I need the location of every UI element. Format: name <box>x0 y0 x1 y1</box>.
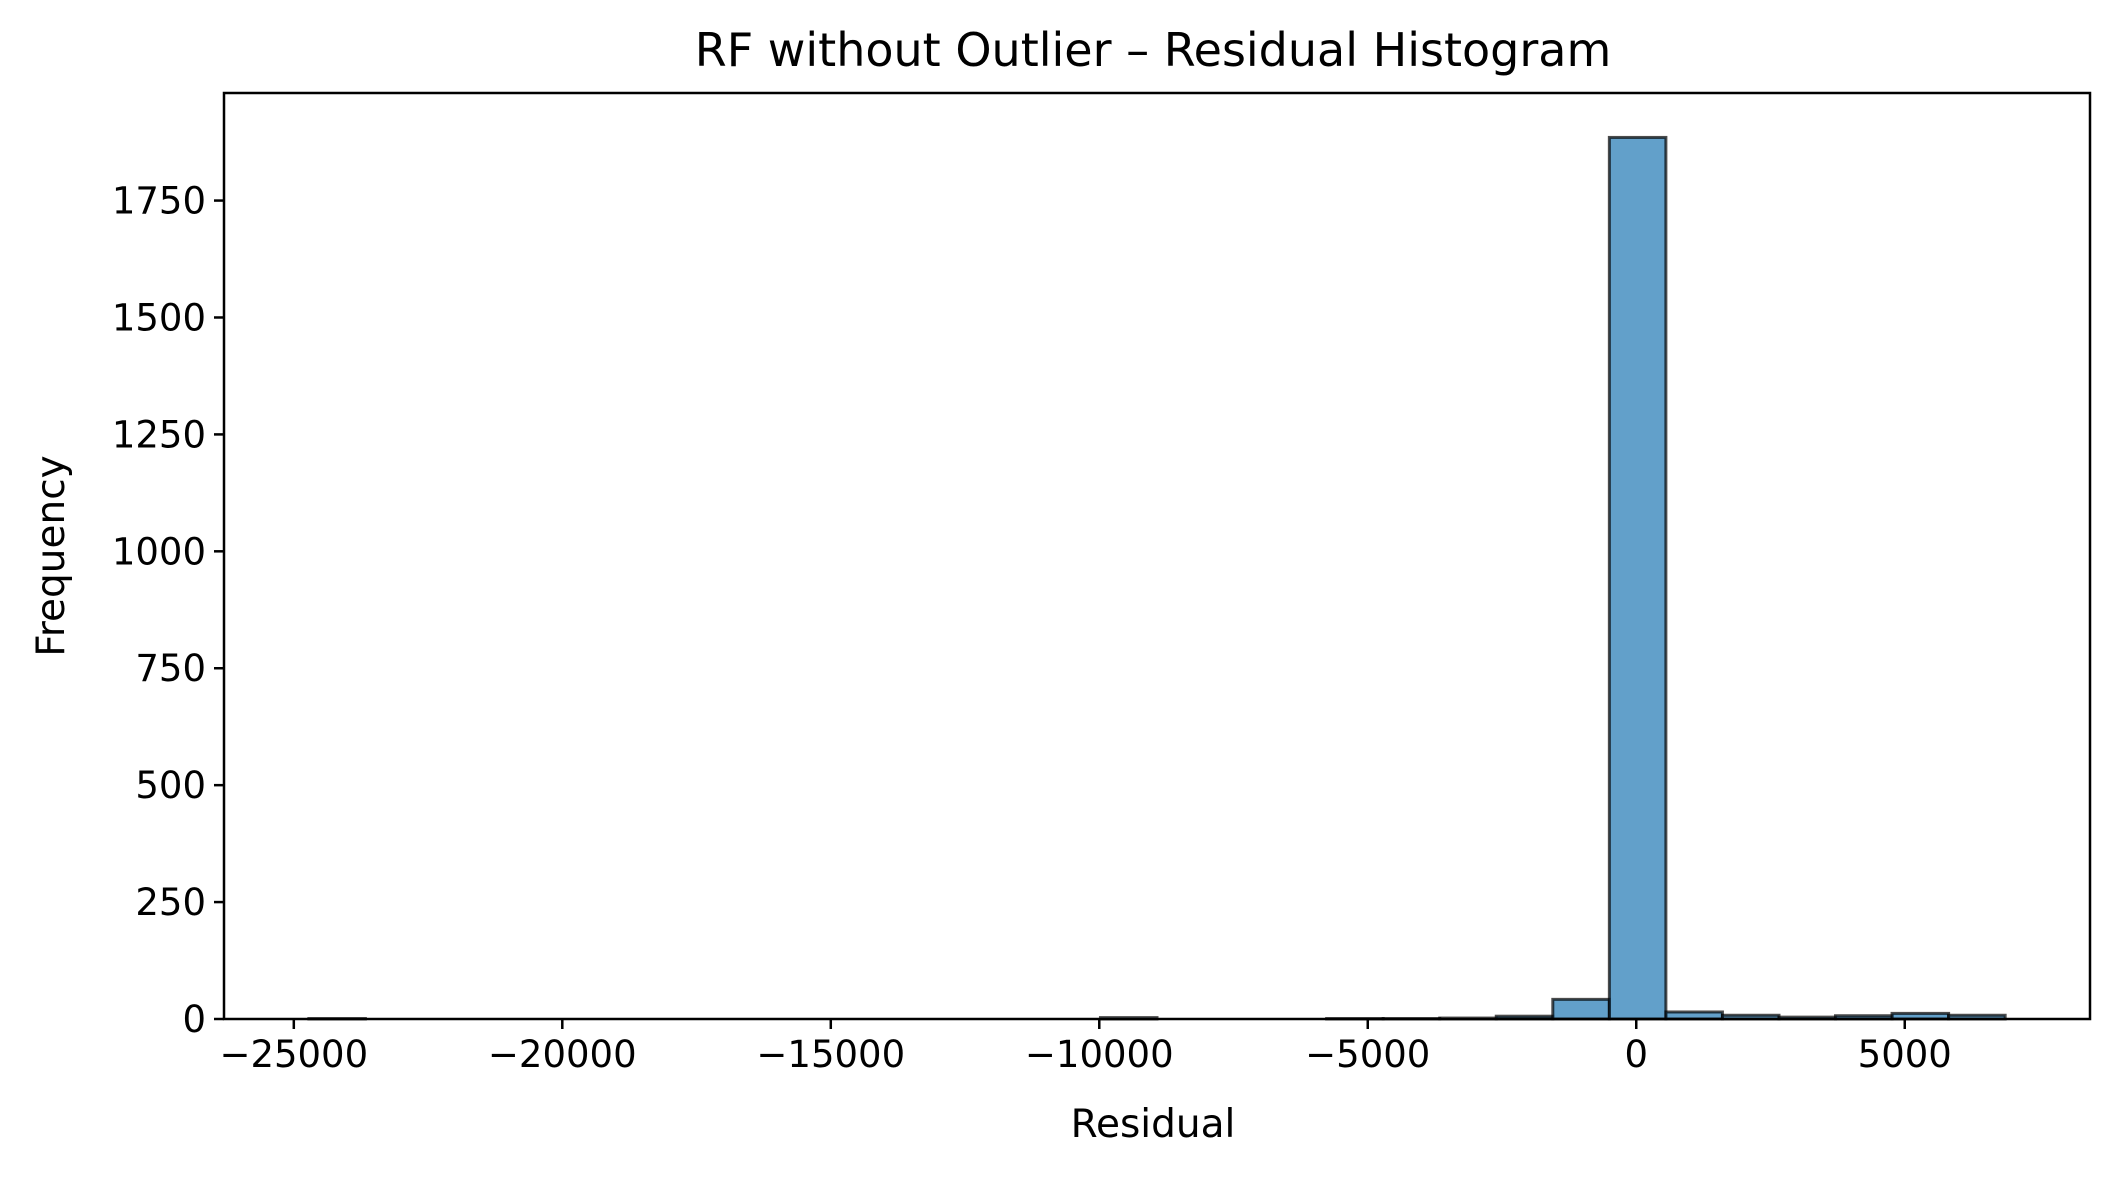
y-tick-label: 1250 <box>112 413 206 456</box>
plot-frame <box>224 93 2090 1019</box>
y-tick-label: 1750 <box>112 180 206 223</box>
x-tick-label: −25000 <box>219 1033 368 1076</box>
chart-title: RF without Outlier – Residual Histogram <box>695 23 1612 77</box>
x-tick-label: 0 <box>1624 1033 1648 1076</box>
x-tick-label: −5000 <box>1305 1033 1430 1076</box>
histogram-bar <box>1609 137 1666 1019</box>
x-tick-label: −15000 <box>756 1033 905 1076</box>
y-axis-ticks: 0 250 500 750 1000 1250 1500 1750 <box>112 180 224 1041</box>
y-tick-label: 1500 <box>112 296 206 339</box>
y-tick-label: 0 <box>182 998 206 1041</box>
y-axis-label: Frequency <box>29 455 74 656</box>
x-axis-ticks: −25000 −20000 −15000 −10000 −5000 0 5000 <box>219 1019 1951 1076</box>
x-tick-label: −10000 <box>1025 1033 1174 1076</box>
bars-group <box>309 137 2005 1019</box>
y-tick-label: 750 <box>135 647 206 690</box>
y-tick-label: 1000 <box>112 530 206 573</box>
x-axis-label: Residual <box>1071 1102 1236 1147</box>
y-tick-label: 500 <box>135 764 206 807</box>
y-tick-label: 250 <box>135 881 206 924</box>
histogram-bar <box>1553 999 1610 1019</box>
x-tick-label: −20000 <box>488 1033 637 1076</box>
x-tick-label: 5000 <box>1858 1033 1952 1076</box>
